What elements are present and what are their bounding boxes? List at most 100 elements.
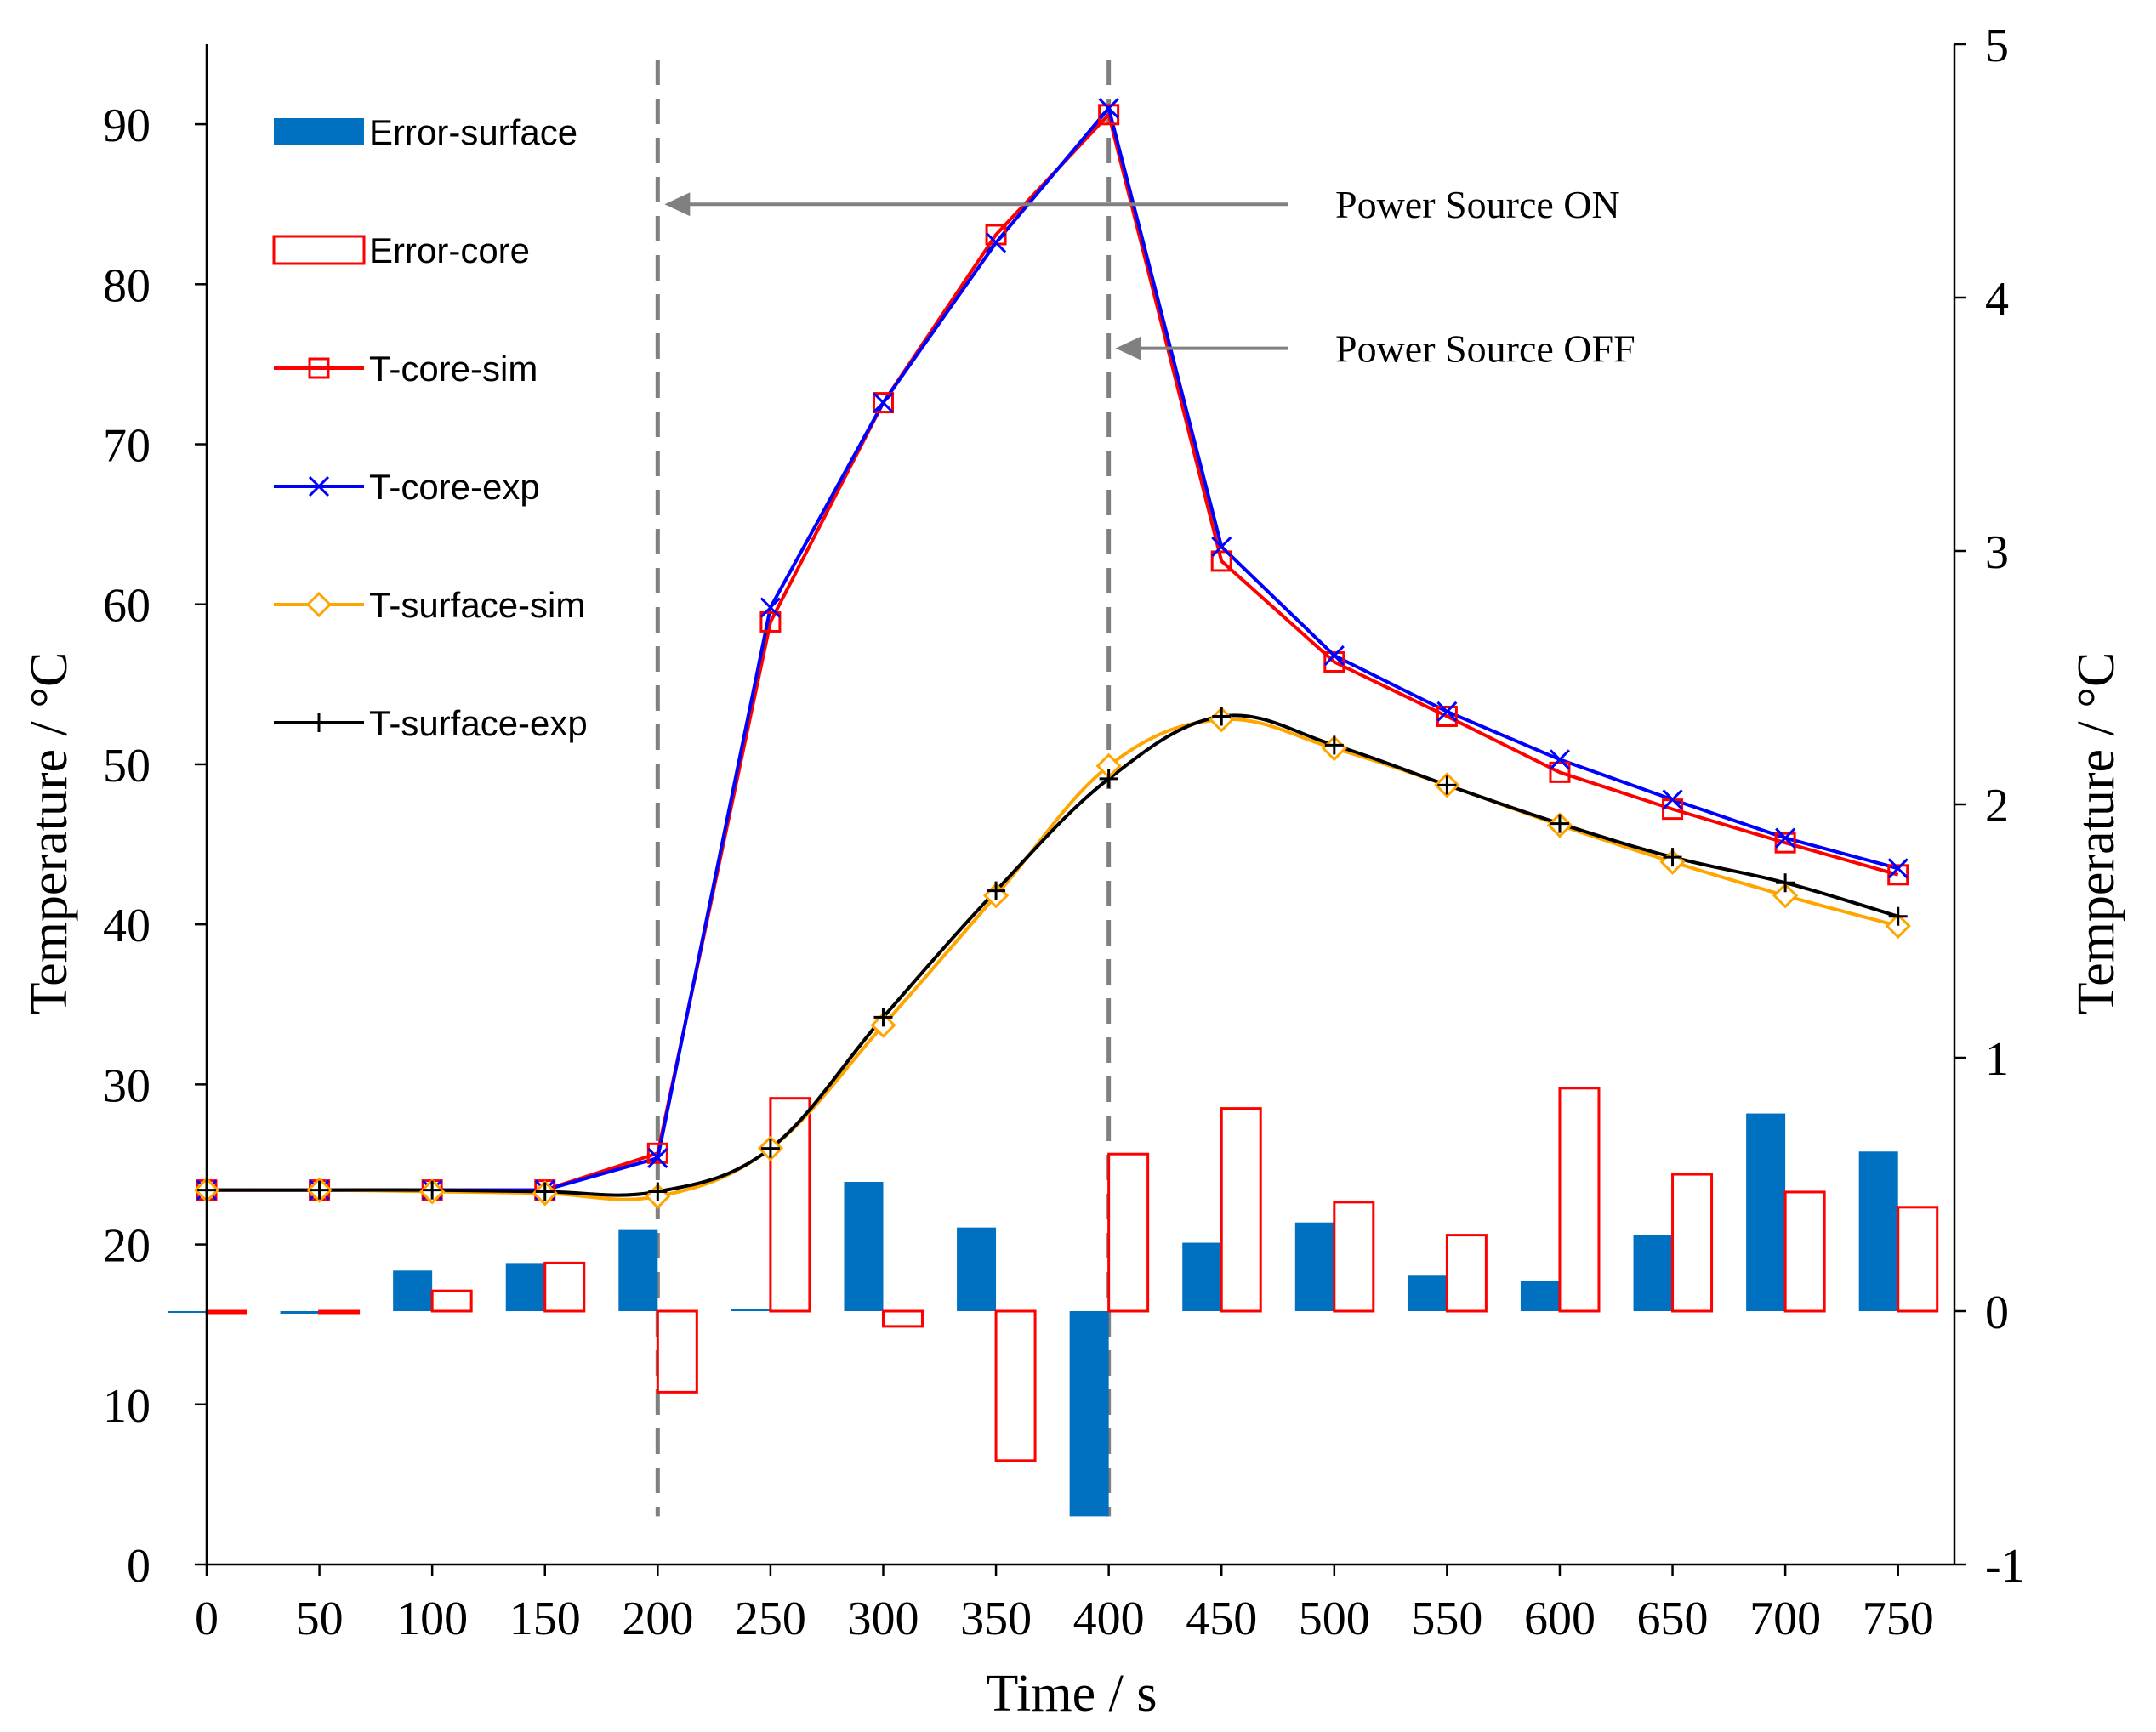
y-right-tick-label-1: 1 [1985, 1033, 2009, 1086]
annotations: Power Source ON Power Source OFF [664, 183, 1635, 371]
marker-t-core-sim-300 [872, 392, 894, 414]
marker-t-surface-exp-50 [310, 1180, 329, 1200]
marker-t-surface-exp-100 [423, 1180, 442, 1200]
bar-error-surface-650 [1633, 1235, 1673, 1311]
annotation-arrowhead-power-source-on [664, 192, 691, 217]
bar-error-core-150 [543, 1261, 586, 1313]
x-tick-label-550: 550 [1411, 1593, 1482, 1645]
marker-t-core-sim-450 [1210, 550, 1232, 572]
marker-t-core-sim-600 [1549, 761, 1571, 783]
marker-t-core-sim-550 [1436, 705, 1458, 727]
bar-error-core-750 [1897, 1206, 1939, 1313]
error-bars [168, 1087, 1939, 1517]
marker-t-core-exp-650 [1662, 789, 1683, 810]
bar-error-surface-600 [1520, 1281, 1560, 1311]
x-tick-label-750: 750 [1863, 1593, 1934, 1645]
x-tick-label-100: 100 [396, 1593, 468, 1645]
bar-error-core-100 [430, 1289, 473, 1313]
bar-error-core-500 [1333, 1201, 1375, 1313]
y-left-tick-label-60: 60 [103, 580, 151, 633]
marker-t-core-sim-200 [646, 1142, 668, 1164]
bar-error-surface-50 [280, 1311, 320, 1314]
y-left-tick-label-20: 20 [103, 1220, 151, 1273]
marker-t-surface-exp-600 [1550, 814, 1569, 833]
bar-error-surface-500 [1294, 1222, 1334, 1311]
x-tick-label-150: 150 [509, 1593, 581, 1645]
bar-error-surface-300 [844, 1182, 884, 1311]
y-left-tick-label-0: 0 [127, 1540, 151, 1593]
marker-t-core-exp-200 [647, 1147, 668, 1169]
legend: Error-surface Error-core T-core-sim T-core-… [272, 112, 588, 743]
y-right-tick-label-3: 3 [1985, 526, 2009, 579]
marker-t-core-exp-700 [1775, 827, 1796, 849]
marker-t-surface-exp-650 [1663, 848, 1682, 867]
marker-t-surface-sim-700 [1772, 883, 1799, 909]
x-tick-label-200: 200 [622, 1593, 693, 1645]
legend-label-error-core: Error-core [369, 230, 530, 270]
y-right-tick-label-0: 0 [1985, 1286, 2009, 1339]
marker-t-core-exp-250 [759, 597, 781, 618]
bar-error-surface-550 [1408, 1275, 1448, 1311]
y-right-tick-label-5: 5 [1985, 20, 2009, 72]
y-axis-title-right: Temperature / °C [2068, 652, 2125, 1015]
x-tick-label-600: 600 [1524, 1593, 1596, 1645]
y-left-tick-label-90: 90 [103, 99, 151, 152]
marker-t-core-exp-450 [1211, 536, 1232, 558]
marker-t-surface-exp-300 [873, 1008, 893, 1027]
tick-labels: 0 50 100 150 200 250 300 350 400 450 500 550 600 650 7… [103, 20, 2025, 1645]
bar-error-surface-0 [168, 1311, 207, 1313]
y-left-tick-label-70: 70 [103, 420, 151, 473]
legend-swatch-error-core [272, 235, 366, 265]
line-t-surface-exp [207, 713, 1899, 1197]
x-tick-label-650: 650 [1637, 1593, 1709, 1645]
marker-t-surface-exp-450 [1212, 707, 1232, 726]
y-left-tick-label-40: 40 [103, 900, 151, 952]
legend-swatch-error-surface [274, 118, 364, 145]
x-tick-label-250: 250 [735, 1593, 806, 1645]
y-right-tick-label-4: 4 [1985, 273, 2009, 326]
x-tick-label-0: 0 [195, 1593, 219, 1645]
marker-t-core-exp-500 [1323, 645, 1345, 667]
annotation-label-power-source-on: Power Source ON [1335, 183, 1620, 226]
legend-label-t-core-exp: T-core-exp [369, 467, 540, 507]
marker-t-surface-exp-350 [987, 881, 1006, 900]
marker-t-surface-exp-700 [1776, 873, 1795, 893]
marker-t-surface-exp-550 [1437, 775, 1457, 795]
bar-error-core-0 [205, 1309, 247, 1315]
marker-t-core-exp-400 [1098, 98, 1119, 119]
marker-t-surface-exp-400 [1099, 769, 1118, 788]
bar-error-surface-150 [505, 1263, 545, 1311]
legend-label-t-core-sim: T-core-sim [369, 349, 538, 389]
marker-t-surface-exp-150 [535, 1182, 555, 1201]
bar-error-surface-400 [1069, 1311, 1109, 1517]
line-t-core-exp [207, 105, 1899, 1192]
marker-t-core-sim-250 [759, 610, 782, 633]
x-tick-label-50: 50 [296, 1593, 344, 1645]
bar-error-core-700 [1783, 1190, 1826, 1313]
bar-error-core-400 [1107, 1152, 1150, 1313]
marker-t-surface-exp-500 [1324, 735, 1344, 755]
marker-t-core-exp-350 [985, 232, 1007, 253]
bar-error-core-600 [1558, 1087, 1601, 1313]
bar-error-surface-700 [1746, 1113, 1786, 1311]
axes [195, 43, 1966, 1576]
y-left-tick-label-80: 80 [103, 259, 151, 312]
bar-error-surface-200 [618, 1229, 658, 1311]
x-tick-label-350: 350 [960, 1593, 1032, 1645]
legend-label-t-surface-sim: T-surface-sim [369, 585, 585, 625]
marker-t-core-sim-400 [1098, 104, 1120, 126]
legend-marker-t-surface-exp [310, 713, 328, 732]
x-tick-label-300: 300 [847, 1593, 919, 1645]
bar-error-surface-450 [1182, 1242, 1222, 1311]
bar-error-surface-750 [1858, 1151, 1898, 1311]
bar-error-surface-350 [957, 1227, 997, 1311]
marker-t-core-sim-750 [1887, 864, 1909, 886]
bar-error-surface-250 [731, 1309, 771, 1311]
legend-marker-t-surface-sim [305, 591, 333, 618]
bar-error-core-450 [1220, 1107, 1262, 1313]
marker-t-core-exp-600 [1549, 749, 1571, 770]
bar-error-core-300 [881, 1309, 924, 1328]
y-right-tick-label-2: 2 [1985, 780, 2009, 832]
y-left-tick-label-10: 10 [103, 1380, 151, 1433]
